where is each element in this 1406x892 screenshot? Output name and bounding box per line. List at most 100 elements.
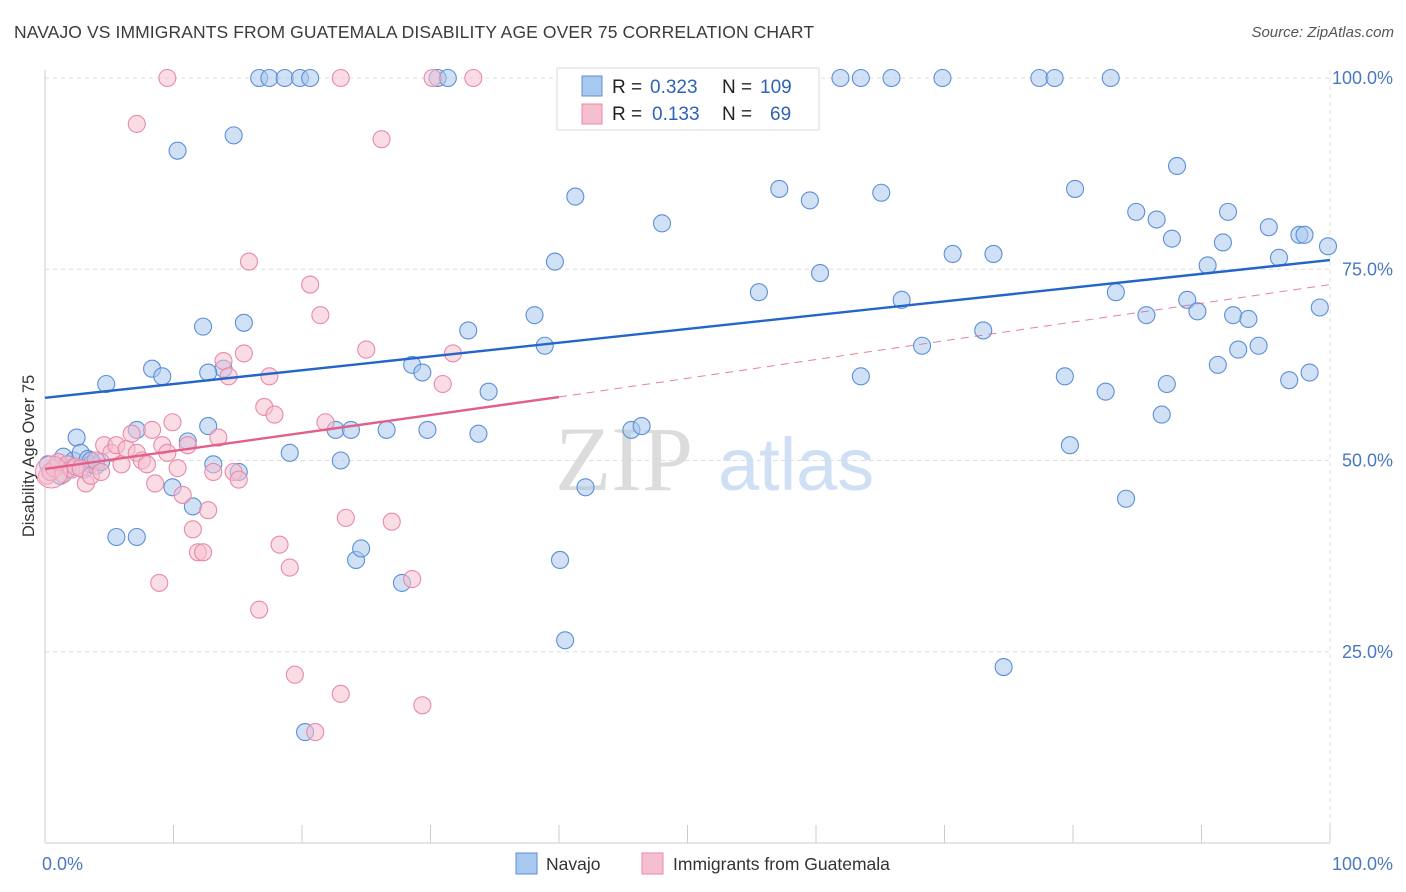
y-tick-label: 75.0% [1342, 259, 1393, 279]
guatemala-point [265, 405, 284, 424]
navajo-point [469, 424, 488, 443]
navajo-point [872, 183, 891, 202]
navajo-point [234, 313, 253, 332]
y-tick-label: 25.0% [1342, 642, 1393, 662]
navajo-point [974, 321, 993, 340]
guatemala-point [413, 696, 432, 715]
navajo-point [525, 306, 544, 325]
guatemala-point [234, 344, 253, 363]
guatemala-trend-extension [558, 284, 1331, 398]
navajo-point [1065, 179, 1085, 198]
navajo-point [1259, 218, 1278, 237]
x-tick-label-start: 0.0% [42, 854, 83, 874]
navajo-point [1239, 309, 1258, 329]
stats-n-label-guatemala: N = [722, 104, 752, 125]
navajo-point [168, 141, 187, 160]
navajo-point [913, 336, 932, 355]
navajo-point [280, 443, 299, 462]
navajo-point [576, 478, 595, 497]
navajo-point [1229, 340, 1248, 359]
navajo-point [994, 657, 1013, 677]
navajo-point [1178, 290, 1197, 309]
navajo-point [1101, 68, 1120, 88]
navajo-point [1224, 306, 1243, 325]
guatemala-point [183, 520, 202, 539]
navajo-point [260, 68, 279, 88]
guatemala-point [331, 68, 350, 88]
stats-r-label-navajo: R = [612, 77, 642, 98]
guatemala-point [357, 340, 376, 359]
guatemala-point [306, 723, 325, 742]
guatemala-point [229, 470, 248, 489]
watermark: ZIP atlas [555, 408, 874, 510]
navajo-point [127, 527, 146, 547]
navajo-point [566, 187, 585, 206]
navajo-point [1030, 68, 1049, 88]
navajo-point [107, 527, 126, 547]
navajo-point [800, 191, 819, 210]
guatemala-point [270, 535, 289, 554]
navajo-point [301, 68, 320, 88]
guatemala-point [403, 570, 422, 589]
legend-swatch-guatemala [641, 852, 664, 875]
guatemala-point [301, 275, 320, 294]
navajo-point [770, 179, 789, 198]
guatemala-point [137, 455, 157, 474]
navajo-point [1213, 233, 1232, 252]
navajo-point [1127, 202, 1146, 221]
guatemala-point [250, 600, 269, 619]
navajo-point [652, 214, 672, 233]
guatemala-point [163, 413, 182, 432]
navajo-point [943, 244, 962, 263]
navajo-point [1208, 355, 1227, 374]
navajo-point [1318, 237, 1338, 256]
navajo-point [331, 451, 350, 470]
navajo-point [479, 382, 498, 401]
legend-label-guatemala: Immigrants from Guatemala [673, 854, 890, 874]
stats-n-value-guatemala: 69 [770, 104, 791, 125]
stats-n-value-navajo: 109 [760, 77, 792, 98]
y-axis-label: Disability Age Over 75 [20, 375, 38, 537]
guatemala-point [204, 462, 223, 482]
navajo-point [1137, 306, 1156, 325]
guatemala-point [423, 68, 442, 88]
navajo-point [632, 417, 651, 436]
guatemala-point [214, 351, 233, 371]
guatemala-point [199, 501, 218, 520]
guatemala-point [464, 68, 483, 88]
navajo-point [1295, 225, 1314, 244]
stats-swatch-navajo [581, 75, 603, 97]
guatemala-trend-line [44, 395, 560, 471]
guatemala-cluster-point [34, 455, 68, 489]
navajo-point [67, 428, 86, 447]
guatemala-point [311, 306, 330, 325]
navajo-point [97, 374, 116, 394]
guatemala-point [433, 374, 452, 394]
stats-r-value-navajo: 0.323 [650, 77, 698, 98]
guatemala-point [127, 114, 146, 133]
navajo-point [749, 283, 768, 302]
navajo-point [811, 264, 830, 283]
navajo-point [984, 244, 1003, 263]
guatemala-point [150, 573, 169, 592]
guatemala-point [239, 252, 259, 271]
navajo-point [1157, 374, 1176, 394]
guatemala-point [372, 130, 391, 149]
guatemala-point [194, 543, 213, 562]
guatemala-point [209, 428, 228, 447]
legend-swatch-navajo [515, 852, 538, 875]
navajo-point [1280, 371, 1299, 390]
y-tick-label: 50.0% [1342, 451, 1393, 471]
guatemala-point [173, 485, 192, 504]
navajo-point [545, 252, 564, 271]
x-tick-label-end: 100.0% [1332, 854, 1393, 874]
navajo-point [1310, 298, 1329, 317]
stats-r-value-guatemala: 0.133 [652, 104, 700, 125]
data-points [34, 68, 1338, 742]
guatemala-point [382, 512, 401, 531]
watermark-zip: ZIP [555, 408, 693, 510]
navajo-point [892, 290, 911, 309]
navajo-point [1060, 436, 1079, 455]
navajo-point [153, 367, 172, 386]
